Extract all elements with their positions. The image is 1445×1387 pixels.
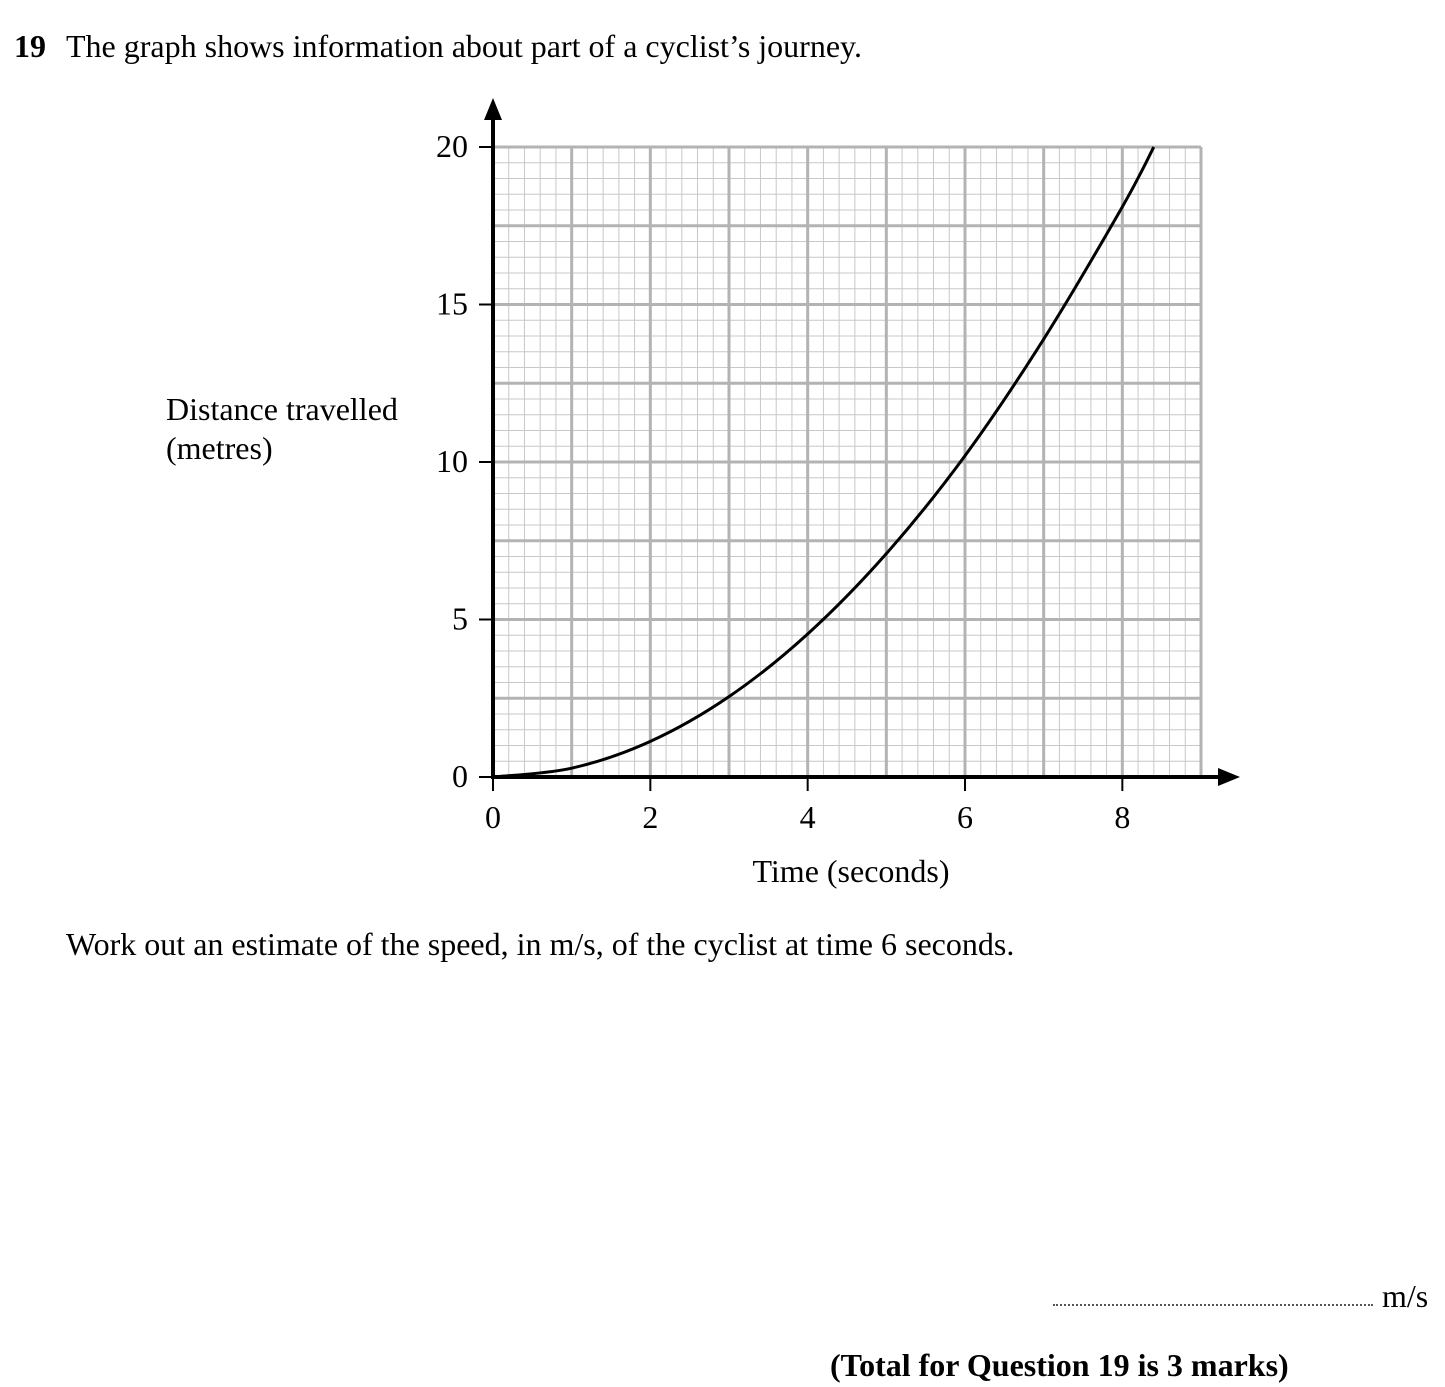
total-marks: (Total for Question 19 is 3 marks) [830, 1347, 1289, 1383]
y-axis-label-line-1: Distance travelled [166, 391, 398, 427]
x-tick-label: 2 [642, 799, 658, 835]
y-tick-label: 20 [436, 128, 468, 164]
answer-unit: m/s [1382, 1278, 1429, 1314]
tick-labels: 0 5 10 15 20 0 2 4 6 8 [436, 128, 1130, 835]
y-axis-label-line-2: (metres) [166, 430, 273, 466]
question-number: 19 [14, 28, 46, 64]
answer-line[interactable] [1053, 1304, 1373, 1306]
x-tick-label: 6 [957, 799, 973, 835]
x-tick-label: 8 [1114, 799, 1130, 835]
x-axis-label: Time (seconds) [752, 853, 949, 889]
y-tick-label: 15 [436, 286, 468, 322]
y-axis-label: Distance travelled (metres) [166, 390, 398, 468]
x-tick-label: 4 [800, 799, 816, 835]
x-tick-label: 0 [485, 799, 501, 835]
tick-marks [479, 146, 1124, 791]
curve-layer [492, 146, 1156, 779]
question-text: The graph shows information about part o… [66, 28, 862, 64]
y-axis-arrow [484, 98, 502, 120]
y-tick-label: 10 [436, 443, 468, 479]
question-prompt: Work out an estimate of the speed, in m/… [66, 926, 1015, 962]
x-axis-arrow [1218, 768, 1240, 786]
y-tick-label: 0 [452, 758, 468, 794]
y-tick-label: 5 [452, 601, 468, 637]
axes [484, 98, 1240, 786]
distance-curve [492, 146, 1156, 779]
distance-time-graph: 0 5 10 15 20 0 2 4 6 8 Time (seconds) [436, 98, 1240, 889]
